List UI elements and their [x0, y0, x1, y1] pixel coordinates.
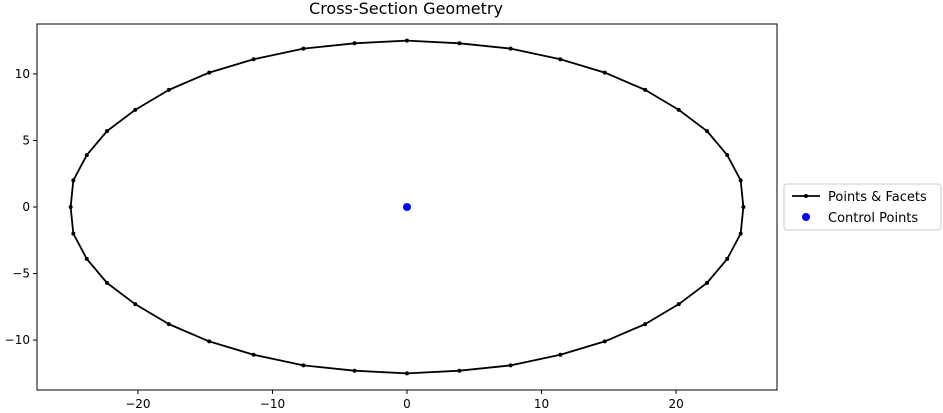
geometry-point — [133, 107, 138, 112]
geometry-point — [251, 352, 256, 357]
geometry-point — [301, 46, 306, 51]
geometry-point — [166, 87, 171, 92]
geometry-point — [352, 368, 357, 373]
y-tick-label: 5 — [22, 133, 30, 147]
legend-box — [783, 183, 942, 231]
geometry-point — [405, 38, 409, 43]
y-tick-label: 10 — [15, 67, 30, 81]
y-tick-label: 0 — [22, 200, 30, 214]
geometry-point — [457, 368, 462, 373]
geometry-point — [725, 153, 730, 158]
geometry-point — [457, 41, 462, 46]
geometry-point — [104, 280, 109, 285]
control-point-marker — [403, 203, 411, 211]
axis-ticks: −20 −10 0 10 20 −10 −5 0 5 10 — [5, 67, 684, 411]
geometry-point — [251, 57, 256, 62]
x-tick-label: 0 — [403, 397, 411, 411]
geometry-point — [166, 322, 171, 327]
geometry-point — [508, 363, 513, 368]
geometry-point — [68, 205, 73, 209]
x-tick-label: 20 — [668, 397, 683, 411]
geometry-point — [104, 129, 109, 134]
chart-title: Cross-Section Geometry — [309, 0, 503, 18]
geometry-point — [643, 322, 648, 327]
geometry-point — [738, 178, 743, 183]
geometry-point — [602, 339, 607, 344]
x-tick-label: 10 — [534, 397, 549, 411]
geometry-point — [405, 371, 409, 376]
geometry-point — [741, 205, 746, 209]
geometry-point — [508, 46, 513, 51]
geometry-point — [84, 153, 89, 158]
legend: Points & Facets Control Points — [783, 183, 942, 231]
legend-line-marker — [804, 194, 808, 198]
geometry-point — [71, 231, 76, 236]
geometry-point — [558, 352, 563, 357]
geometry-point — [705, 129, 710, 134]
geometry-point — [301, 363, 306, 368]
y-tick-label: −5 — [12, 267, 30, 281]
geometry-point — [676, 107, 681, 112]
x-tick-label: −10 — [260, 397, 285, 411]
geometry-point — [71, 178, 76, 183]
x-tick-label: −20 — [125, 397, 150, 411]
geometry-point — [207, 339, 212, 344]
legend-label-points-facets: Points & Facets — [828, 190, 927, 205]
geometry-point — [558, 57, 563, 62]
geometry-point — [705, 280, 710, 285]
geometry-point — [725, 256, 730, 261]
legend-dot-swatch — [802, 213, 810, 221]
geometry-point — [84, 256, 89, 261]
geometry-point — [352, 41, 357, 46]
geometry-point — [207, 70, 212, 75]
geometry-point — [602, 70, 607, 75]
geometry-point — [738, 231, 743, 236]
data-series — [68, 38, 746, 376]
geometry-point — [133, 302, 138, 307]
geometry-point — [676, 302, 681, 307]
legend-label-control-points: Control Points — [828, 211, 918, 226]
geometry-point — [643, 87, 648, 92]
y-tick-label: −10 — [5, 333, 30, 347]
